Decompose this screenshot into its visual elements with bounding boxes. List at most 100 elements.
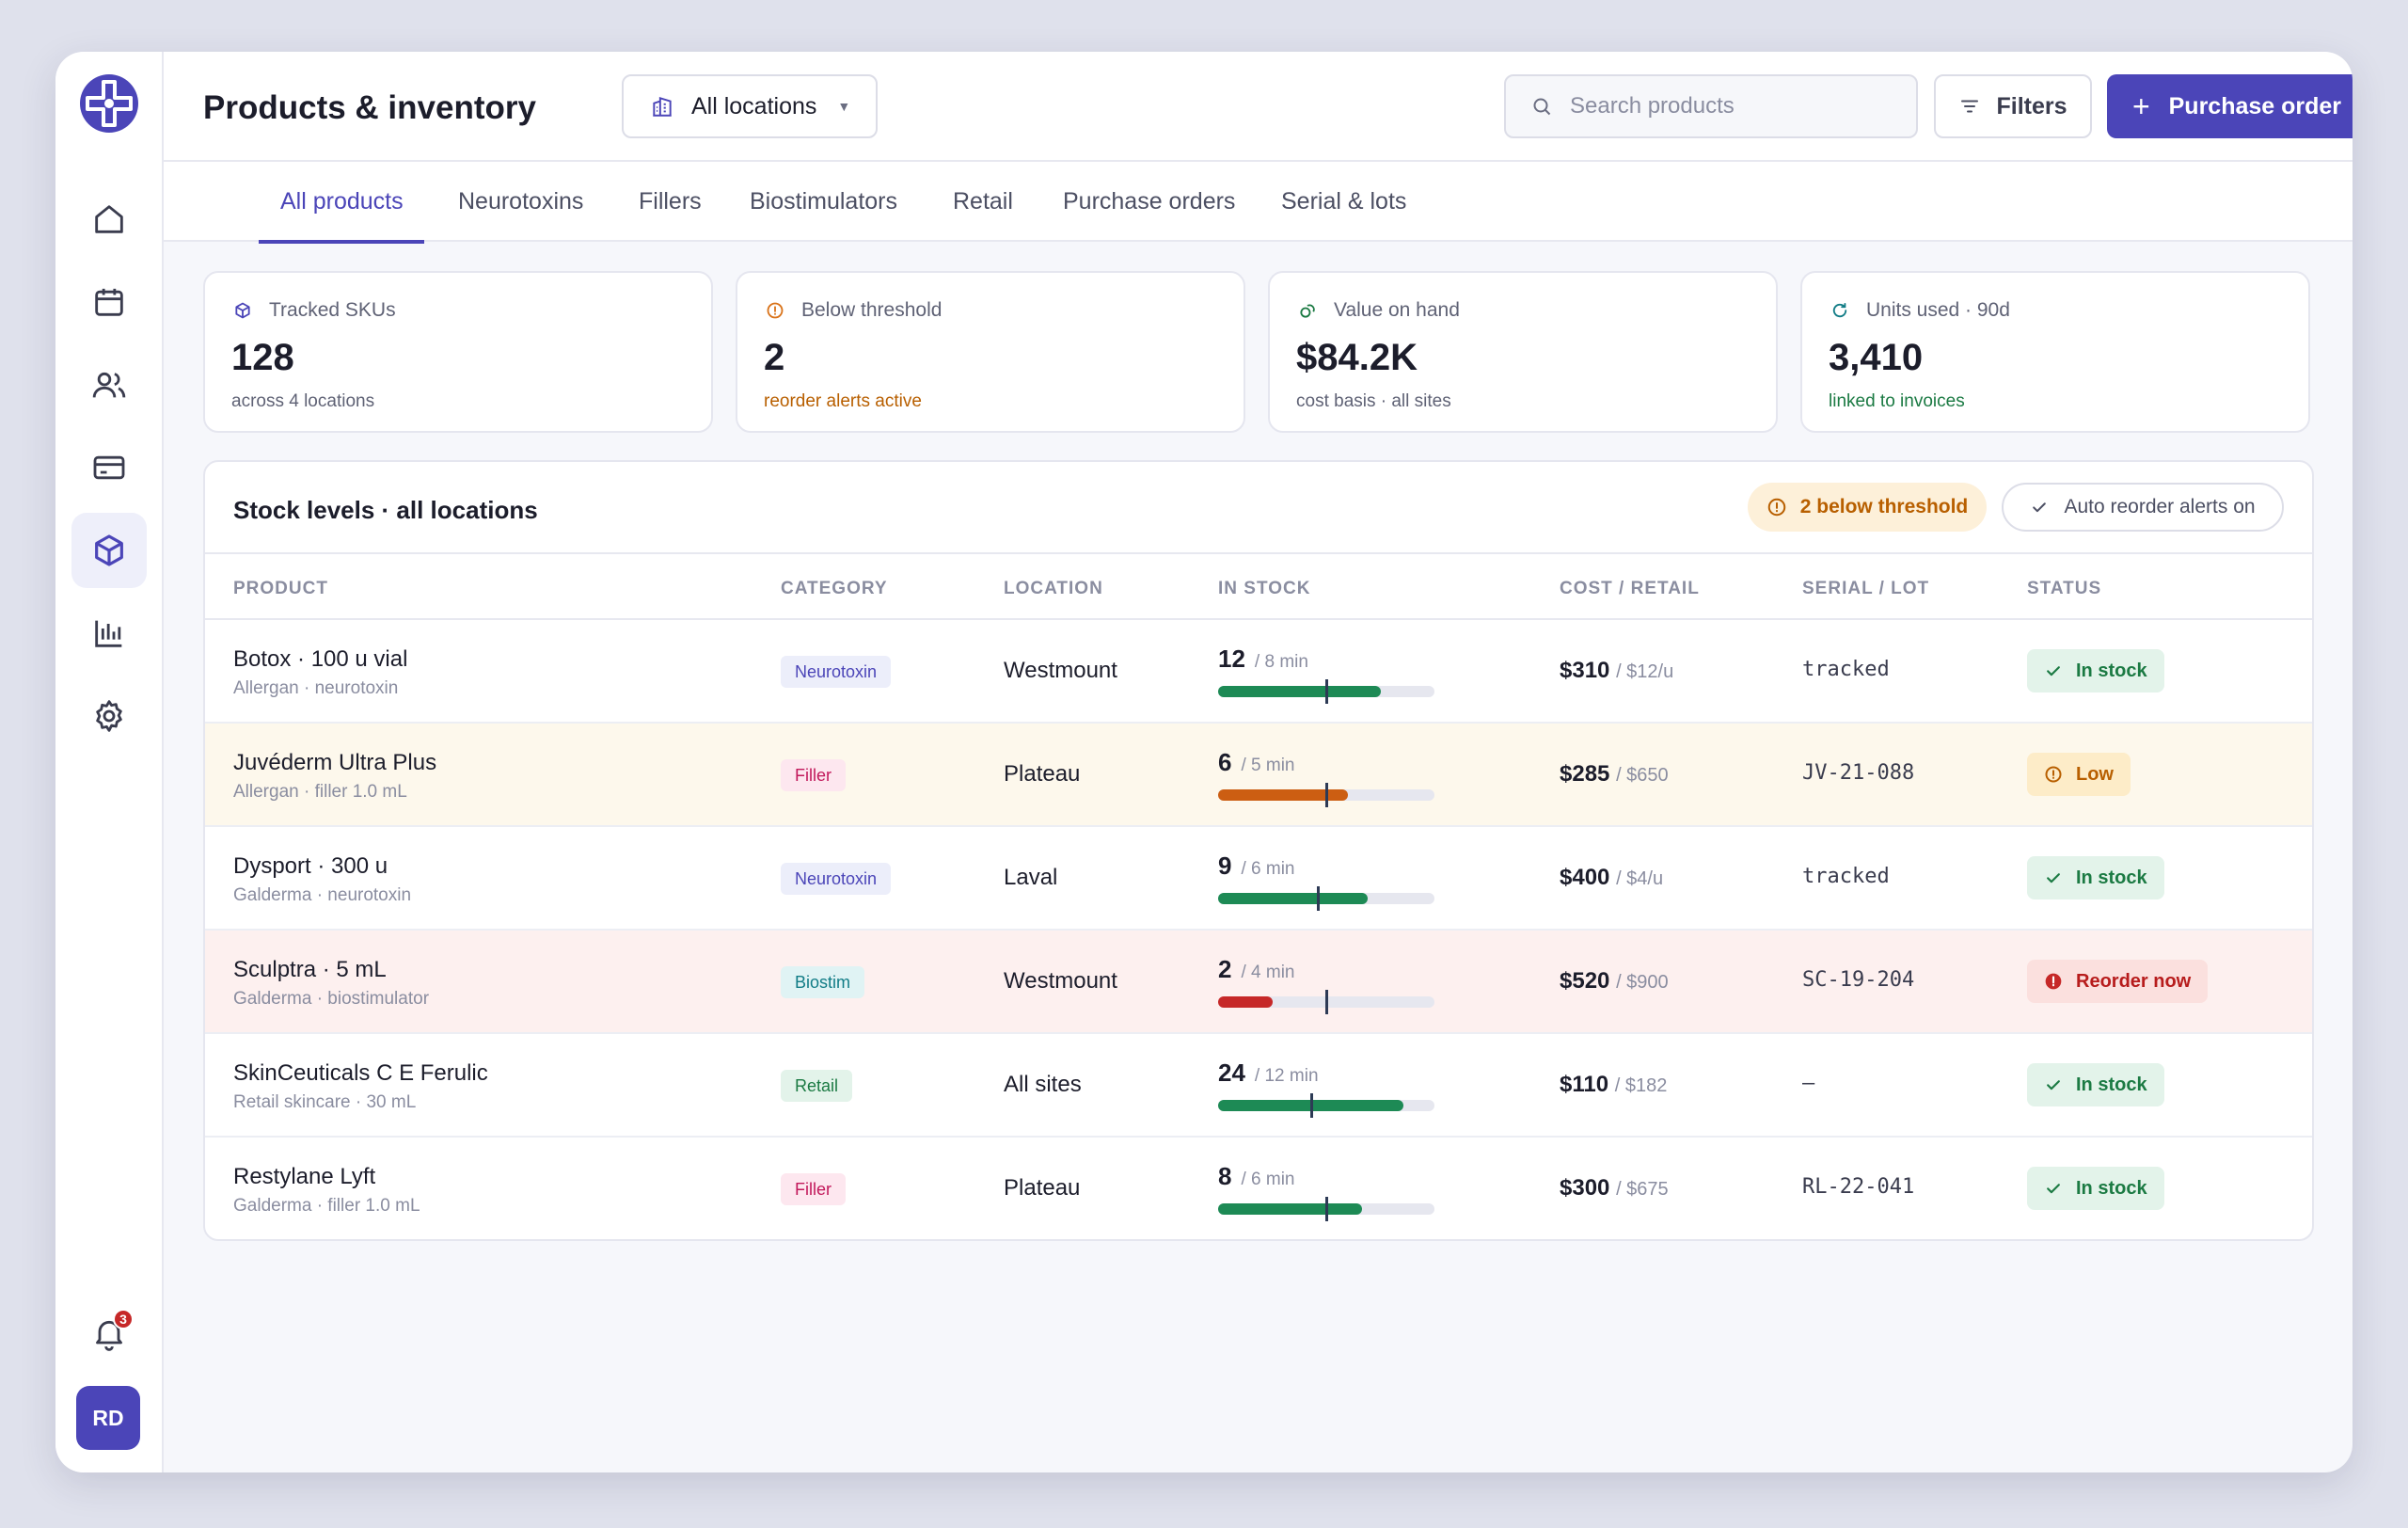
product-name[interactable]: Restylane Lyft: [233, 1164, 376, 1189]
app-window: 3 RD Products & inventory All locations …: [55, 52, 2353, 1472]
status-badge[interactable]: In stock: [2027, 1063, 2164, 1106]
status-badge[interactable]: Reorder now: [2027, 960, 2209, 1003]
stock-quantity: 2 / 4 min: [1218, 955, 1295, 984]
brand-logo[interactable]: [78, 72, 140, 135]
retail-value: / $182: [1614, 1075, 1668, 1096]
filter-icon: [1961, 100, 1979, 113]
nav-calendar[interactable]: [71, 264, 147, 340]
retail-value: / $900: [1616, 972, 1669, 993]
kpi-subtext: reorder alerts active: [764, 391, 922, 411]
nav-billing[interactable]: [71, 430, 147, 505]
table-row[interactable]: SkinCeuticals C E Ferulic Retail skincare…: [205, 1034, 2312, 1138]
product-subtitle: Allergan · neurotoxin: [233, 678, 399, 698]
stock-level-fill: [1218, 686, 1381, 697]
check-icon: [2033, 502, 2047, 513]
status-badge[interactable]: In stock: [2027, 1167, 2164, 1210]
serial-lot: JV-21-088: [1802, 761, 1915, 785]
stock-minimum: / 6 min: [1241, 1170, 1295, 1189]
below-threshold-pill[interactable]: 2 below threshold: [1748, 483, 1987, 532]
kpi-label: Units used · 90d: [1866, 299, 2010, 321]
table-header: PRODUCT CATEGORY LOCATION IN STOCK COST …: [205, 552, 2312, 620]
alert-filled-icon: [2045, 973, 2062, 990]
cost-retail: $520 / $900: [1560, 968, 1669, 995]
notifications-button[interactable]: 3: [79, 1303, 139, 1363]
search-icon: [1533, 98, 1551, 116]
product-name[interactable]: Dysport · 300 u: [233, 853, 388, 879]
kpi-subtext: across 4 locations: [231, 391, 375, 411]
filters-button[interactable]: Filters: [1934, 74, 2092, 138]
column-header-cost-retail[interactable]: COST / RETAIL: [1560, 579, 1700, 598]
status-badge[interactable]: In stock: [2027, 856, 2164, 899]
status-label: Reorder now: [2076, 970, 2192, 992]
minimum-threshold-marker: [1325, 679, 1328, 704]
stock-level-bar: [1218, 990, 1434, 1014]
serial-lot: tracked: [1802, 658, 1890, 681]
category-badge: Neurotoxin: [781, 656, 892, 688]
table-row[interactable]: Sculptra · 5 mL Galderma · biostimulator B…: [205, 931, 2312, 1034]
tab-all-products[interactable]: All products: [259, 162, 424, 244]
product-name[interactable]: Botox · 100 u vial: [233, 646, 408, 672]
status-label: In stock: [2076, 660, 2147, 681]
search-input[interactable]: [1570, 93, 1909, 119]
purchase-order-button-label: Purchase order: [2168, 92, 2342, 119]
tab-purchase-orders[interactable]: Purchase orders: [1063, 188, 1236, 215]
alert-icon: [2045, 766, 2062, 783]
stock-count: 8: [1218, 1162, 1232, 1190]
tab-biostimulators[interactable]: Biostimulators: [750, 188, 897, 215]
search-box: [1504, 74, 1918, 138]
kpi-card-value-on-hand: Value on hand $84.2K cost basis · all si…: [1268, 271, 1778, 433]
product-name[interactable]: Juvéderm Ultra Plus: [233, 750, 437, 775]
location-select[interactable]: All locations ▼: [622, 74, 878, 138]
tab-retail[interactable]: Retail: [953, 188, 1013, 215]
status-badge[interactable]: In stock: [2027, 649, 2164, 692]
retail-value: / $650: [1616, 765, 1669, 786]
status-label: Low: [2076, 763, 2114, 785]
tab-fillers[interactable]: Fillers: [639, 188, 702, 215]
minimum-threshold-marker: [1325, 990, 1328, 1014]
nav-inventory[interactable]: [71, 513, 147, 588]
alert-icon: [767, 302, 784, 319]
cost-value: $300: [1560, 1175, 1610, 1201]
auto-reorder-toggle[interactable]: Auto reorder alerts on: [2002, 483, 2284, 532]
cost-value: $285: [1560, 761, 1610, 787]
nav-settings[interactable]: [71, 678, 147, 754]
retail-value: / $4/u: [1616, 868, 1664, 889]
refresh-icon: [1832, 303, 1847, 318]
tab-neurotoxins[interactable]: Neurotoxins: [458, 188, 584, 215]
below-threshold-pill-label: 2 below threshold: [1799, 496, 1969, 517]
status-badge[interactable]: Low: [2027, 753, 2131, 796]
column-header-location[interactable]: LOCATION: [1004, 579, 1103, 598]
column-header-status[interactable]: STATUS: [2027, 579, 2102, 598]
category-badge: Retail: [781, 1070, 853, 1102]
stock-quantity: 8 / 6 min: [1218, 1162, 1295, 1191]
alert-icon: [1767, 498, 1785, 517]
nav-home[interactable]: [71, 182, 147, 257]
notification-count-badge: 3: [113, 1309, 134, 1329]
table-row[interactable]: Restylane Lyft Galderma · filler 1.0 mL Fi…: [205, 1138, 2312, 1239]
column-header-in-stock[interactable]: IN STOCK: [1218, 579, 1311, 598]
serial-lot: RL-22-041: [1802, 1175, 1915, 1199]
column-header-category[interactable]: CATEGORY: [781, 579, 888, 598]
stock-level-bar: [1218, 679, 1434, 704]
purchase-order-button[interactable]: + Purchase order: [2107, 74, 2353, 138]
user-avatar[interactable]: RD: [76, 1386, 140, 1450]
kpi-value: 2: [764, 337, 785, 378]
serial-lot: –: [1802, 1072, 1815, 1095]
table-row[interactable]: Botox · 100 u vial Allergan · neurotoxin N…: [205, 620, 2312, 724]
product-name[interactable]: Sculptra · 5 mL: [233, 957, 387, 982]
product-name[interactable]: SkinCeuticals C E Ferulic: [233, 1060, 488, 1086]
auto-reorder-label: Auto reorder alerts on: [2064, 496, 2256, 517]
nav-patients[interactable]: [71, 347, 147, 422]
column-header-product[interactable]: PRODUCT: [233, 579, 328, 598]
location-select-value: All locations: [691, 92, 817, 119]
tab-serial-lots[interactable]: Serial & lots: [1281, 188, 1407, 215]
stock-level-fill: [1218, 996, 1273, 1008]
cost-retail: $400 / $4/u: [1560, 865, 1663, 891]
nav-reports[interactable]: [71, 596, 147, 671]
cost-retail: $285 / $650: [1560, 761, 1669, 788]
table-row[interactable]: Dysport · 300 u Galderma · neurotoxin Neur…: [205, 827, 2312, 931]
stock-count: 12: [1218, 645, 1245, 673]
column-header-serial-lot[interactable]: SERIAL / LOT: [1802, 579, 1930, 598]
category-badge: Neurotoxin: [781, 863, 892, 895]
table-row[interactable]: Juvéderm Ultra Plus Allergan · filler 1.0…: [205, 724, 2312, 827]
